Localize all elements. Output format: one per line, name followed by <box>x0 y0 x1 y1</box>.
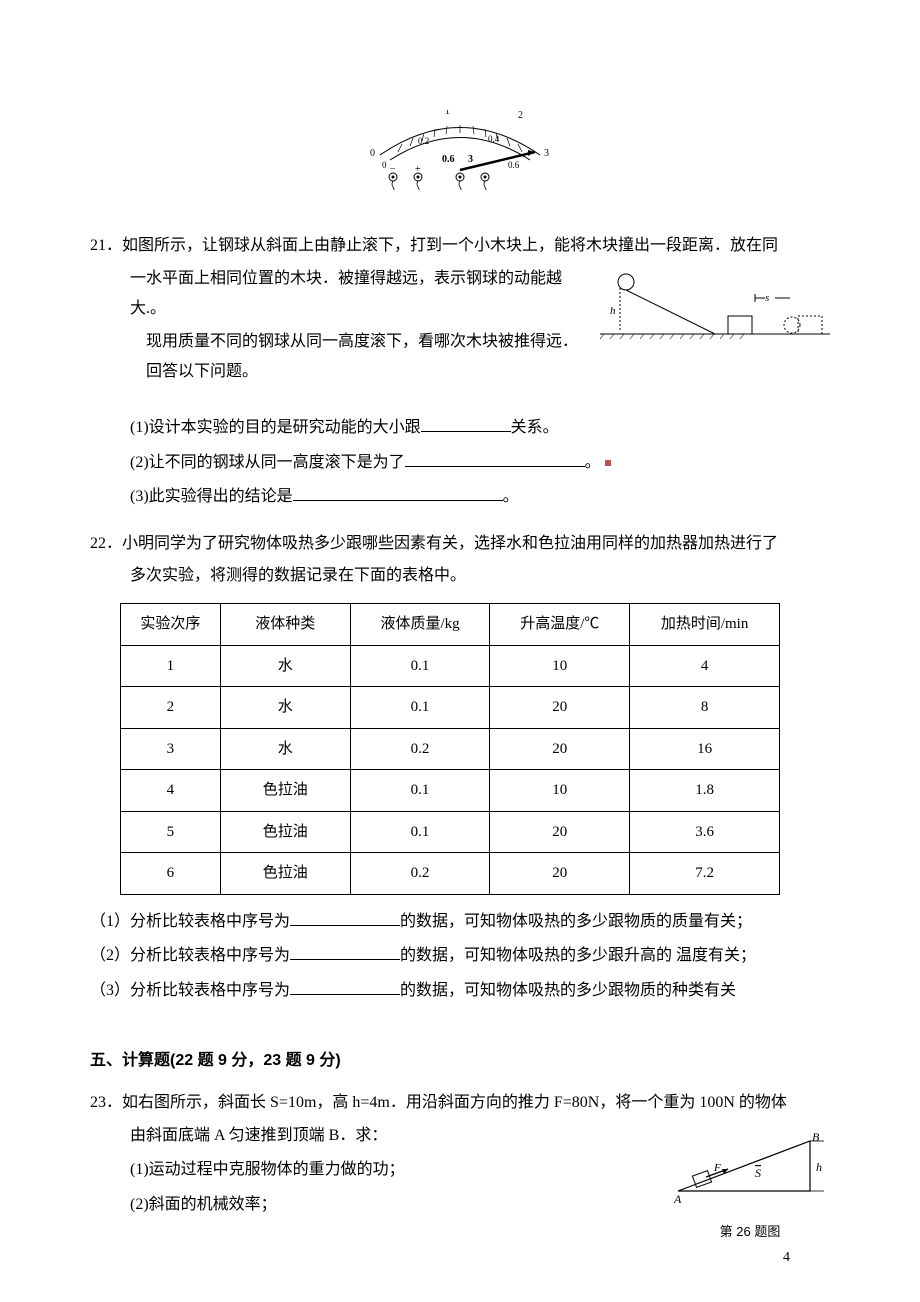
table-cell: 7.2 <box>630 853 780 895</box>
q21-p2-pre: (2)让不同的钢球从同一高度滚下是为了 <box>130 454 405 471</box>
table-row: 3水0.22016 <box>121 728 780 770</box>
table-cell: 水 <box>220 687 350 729</box>
table-cell: 20 <box>490 811 630 853</box>
table-cell: 色拉油 <box>220 770 350 812</box>
q22-blank-2[interactable] <box>290 959 400 960</box>
q21-blank-3[interactable] <box>293 500 503 501</box>
question-23: 23．如右图所示，斜面长 S=10m，高 h=4m．用沿斜面方向的推力 F=80… <box>90 1088 830 1244</box>
th-2: 液体质量/kg <box>350 604 490 646</box>
q22-number: 22． <box>90 535 122 552</box>
table-cell: 水 <box>220 645 350 687</box>
q21-p1-post: 关系。 <box>511 419 559 436</box>
table-cell: 水 <box>220 728 350 770</box>
q22-a3-post: 的数据，可知物体吸热的多少跟物质的种类有关 <box>400 982 736 999</box>
table-header-row: 实验次序 液体种类 液体质量/kg 升高温度/℃ 加热时间/min <box>121 604 780 646</box>
q23-figure: A B S h F 第 26 题图 <box>670 1129 830 1245</box>
q22-a2-post: 的数据，可知物体吸热的多少跟升高的 温度有关； <box>400 947 756 964</box>
table-cell: 2 <box>121 687 221 729</box>
table-cell: 0.1 <box>350 687 490 729</box>
th-1: 液体种类 <box>220 604 350 646</box>
question-21: 21．如图所示，让钢球从斜面上由静止滚下，打到一个小木块上，能将木块撞出一段距离… <box>90 231 830 516</box>
svg-text:h: h <box>610 305 616 317</box>
q22-blank-3[interactable] <box>290 994 400 995</box>
scale-tick-3: 3 <box>544 148 549 159</box>
table-cell: 20 <box>490 853 630 895</box>
q21-line1: 如图所示，让钢球从斜面上由静止滚下，打到一个小木块上，能将木块撞出一段距离．放在… <box>122 237 778 254</box>
q22-a3-pre: （3）分析比较表格中序号为 <box>90 982 290 999</box>
table-cell: 色拉油 <box>220 853 350 895</box>
th-3: 升高温度/℃ <box>490 604 630 646</box>
scale-tick-2: 2 <box>518 110 523 121</box>
ammeter-diagram: 1 2 3 0 0.2 0.4 0 0.6 3 0.6 − + <box>90 110 830 201</box>
q21-p1-pre: (1)设计本实验的目的是研究动能的大小跟 <box>130 419 421 436</box>
row2-0: 0 <box>382 160 387 170</box>
scale-tick-1: 1 <box>445 110 450 117</box>
table-cell: 10 <box>490 770 630 812</box>
table-cell: 10 <box>490 645 630 687</box>
table-row: 5色拉油0.1203.6 <box>121 811 780 853</box>
th-4: 加热时间/min <box>630 604 780 646</box>
table-row: 6色拉油0.2207.2 <box>121 853 780 895</box>
table-cell: 0.1 <box>350 811 490 853</box>
q21-p2-post: 。 <box>585 454 601 471</box>
table-cell: 6 <box>121 853 221 895</box>
q21-blank-2[interactable] <box>405 466 585 467</box>
table-cell: 5 <box>121 811 221 853</box>
question-22: 22．小明同学为了研究物体吸热多少跟哪些因素有关，选择水和色拉油用同样的加热器加… <box>90 529 830 1006</box>
q21-figure: h s <box>600 272 830 363</box>
table-cell: 0.2 <box>350 853 490 895</box>
table-cell: 3.6 <box>630 811 780 853</box>
page-number: 4 <box>783 1245 790 1272</box>
row2-06: 0.6 <box>442 154 455 165</box>
table-cell: 1 <box>121 645 221 687</box>
scale-02: 0.2 <box>418 136 429 146</box>
table-cell: 20 <box>490 728 630 770</box>
data-table: 实验次序 液体种类 液体质量/kg 升高温度/℃ 加热时间/min 1水0.11… <box>120 603 780 895</box>
q22-a2-pre: （2）分析比较表格中序号为 <box>90 947 290 964</box>
svg-text:F: F <box>713 1162 721 1174</box>
table-row: 4色拉油0.1101.8 <box>121 770 780 812</box>
q22-intro2: 多次实验，将测得的数据记录在下面的表格中。 <box>90 561 830 591</box>
th-0: 实验次序 <box>121 604 221 646</box>
q21-p3-post: 。 <box>503 488 519 505</box>
q23-line1: 如右图所示，斜面长 S=10m，高 h=4m．用沿斜面方向的推力 F=80N，将… <box>122 1094 787 1111</box>
q22-a1-pre: （1）分析比较表格中序号为 <box>90 913 290 930</box>
q23-fig-caption: 第 26 题图 <box>670 1220 830 1245</box>
table-cell: 0.2 <box>350 728 490 770</box>
row2-3: 3 <box>468 154 473 165</box>
svg-text:h: h <box>816 1160 822 1174</box>
scale-tick-0: 0 <box>370 148 375 159</box>
table-cell: 20 <box>490 687 630 729</box>
table-row: 1水0.1104 <box>121 645 780 687</box>
svg-text:S: S <box>755 1166 761 1180</box>
q21-blank-1[interactable] <box>421 431 511 432</box>
svg-text:A: A <box>673 1192 682 1206</box>
table-cell: 16 <box>630 728 780 770</box>
table-cell: 8 <box>630 687 780 729</box>
table-cell: 3 <box>121 728 221 770</box>
svg-text:B: B <box>812 1130 820 1144</box>
mark-icon <box>605 460 611 466</box>
table-cell: 4 <box>630 645 780 687</box>
q21-number: 21． <box>90 237 122 254</box>
table-cell: 0.1 <box>350 770 490 812</box>
q21-p3-pre: (3)此实验得出的结论是 <box>130 488 293 505</box>
scale-04: 0.4 <box>488 134 500 144</box>
svg-text:s: s <box>765 292 769 304</box>
row2-06r: 0.6 <box>508 160 520 170</box>
section-5-title: 五、计算题(22 题 9 分，23 题 9 分) <box>90 1046 830 1076</box>
q22-intro1: 小明同学为了研究物体吸热多少跟哪些因素有关，选择水和色拉油用同样的加热器加热进行… <box>122 535 778 552</box>
q22-blank-1[interactable] <box>290 925 400 926</box>
q22-a1-post: 的数据，可知物体吸热的多少跟物质的质量有关； <box>400 913 752 930</box>
table-cell: 0.1 <box>350 645 490 687</box>
table-cell: 4 <box>121 770 221 812</box>
table-cell: 1.8 <box>630 770 780 812</box>
table-cell: 色拉油 <box>220 811 350 853</box>
table-row: 2水0.1208 <box>121 687 780 729</box>
q23-number: 23． <box>90 1094 122 1111</box>
